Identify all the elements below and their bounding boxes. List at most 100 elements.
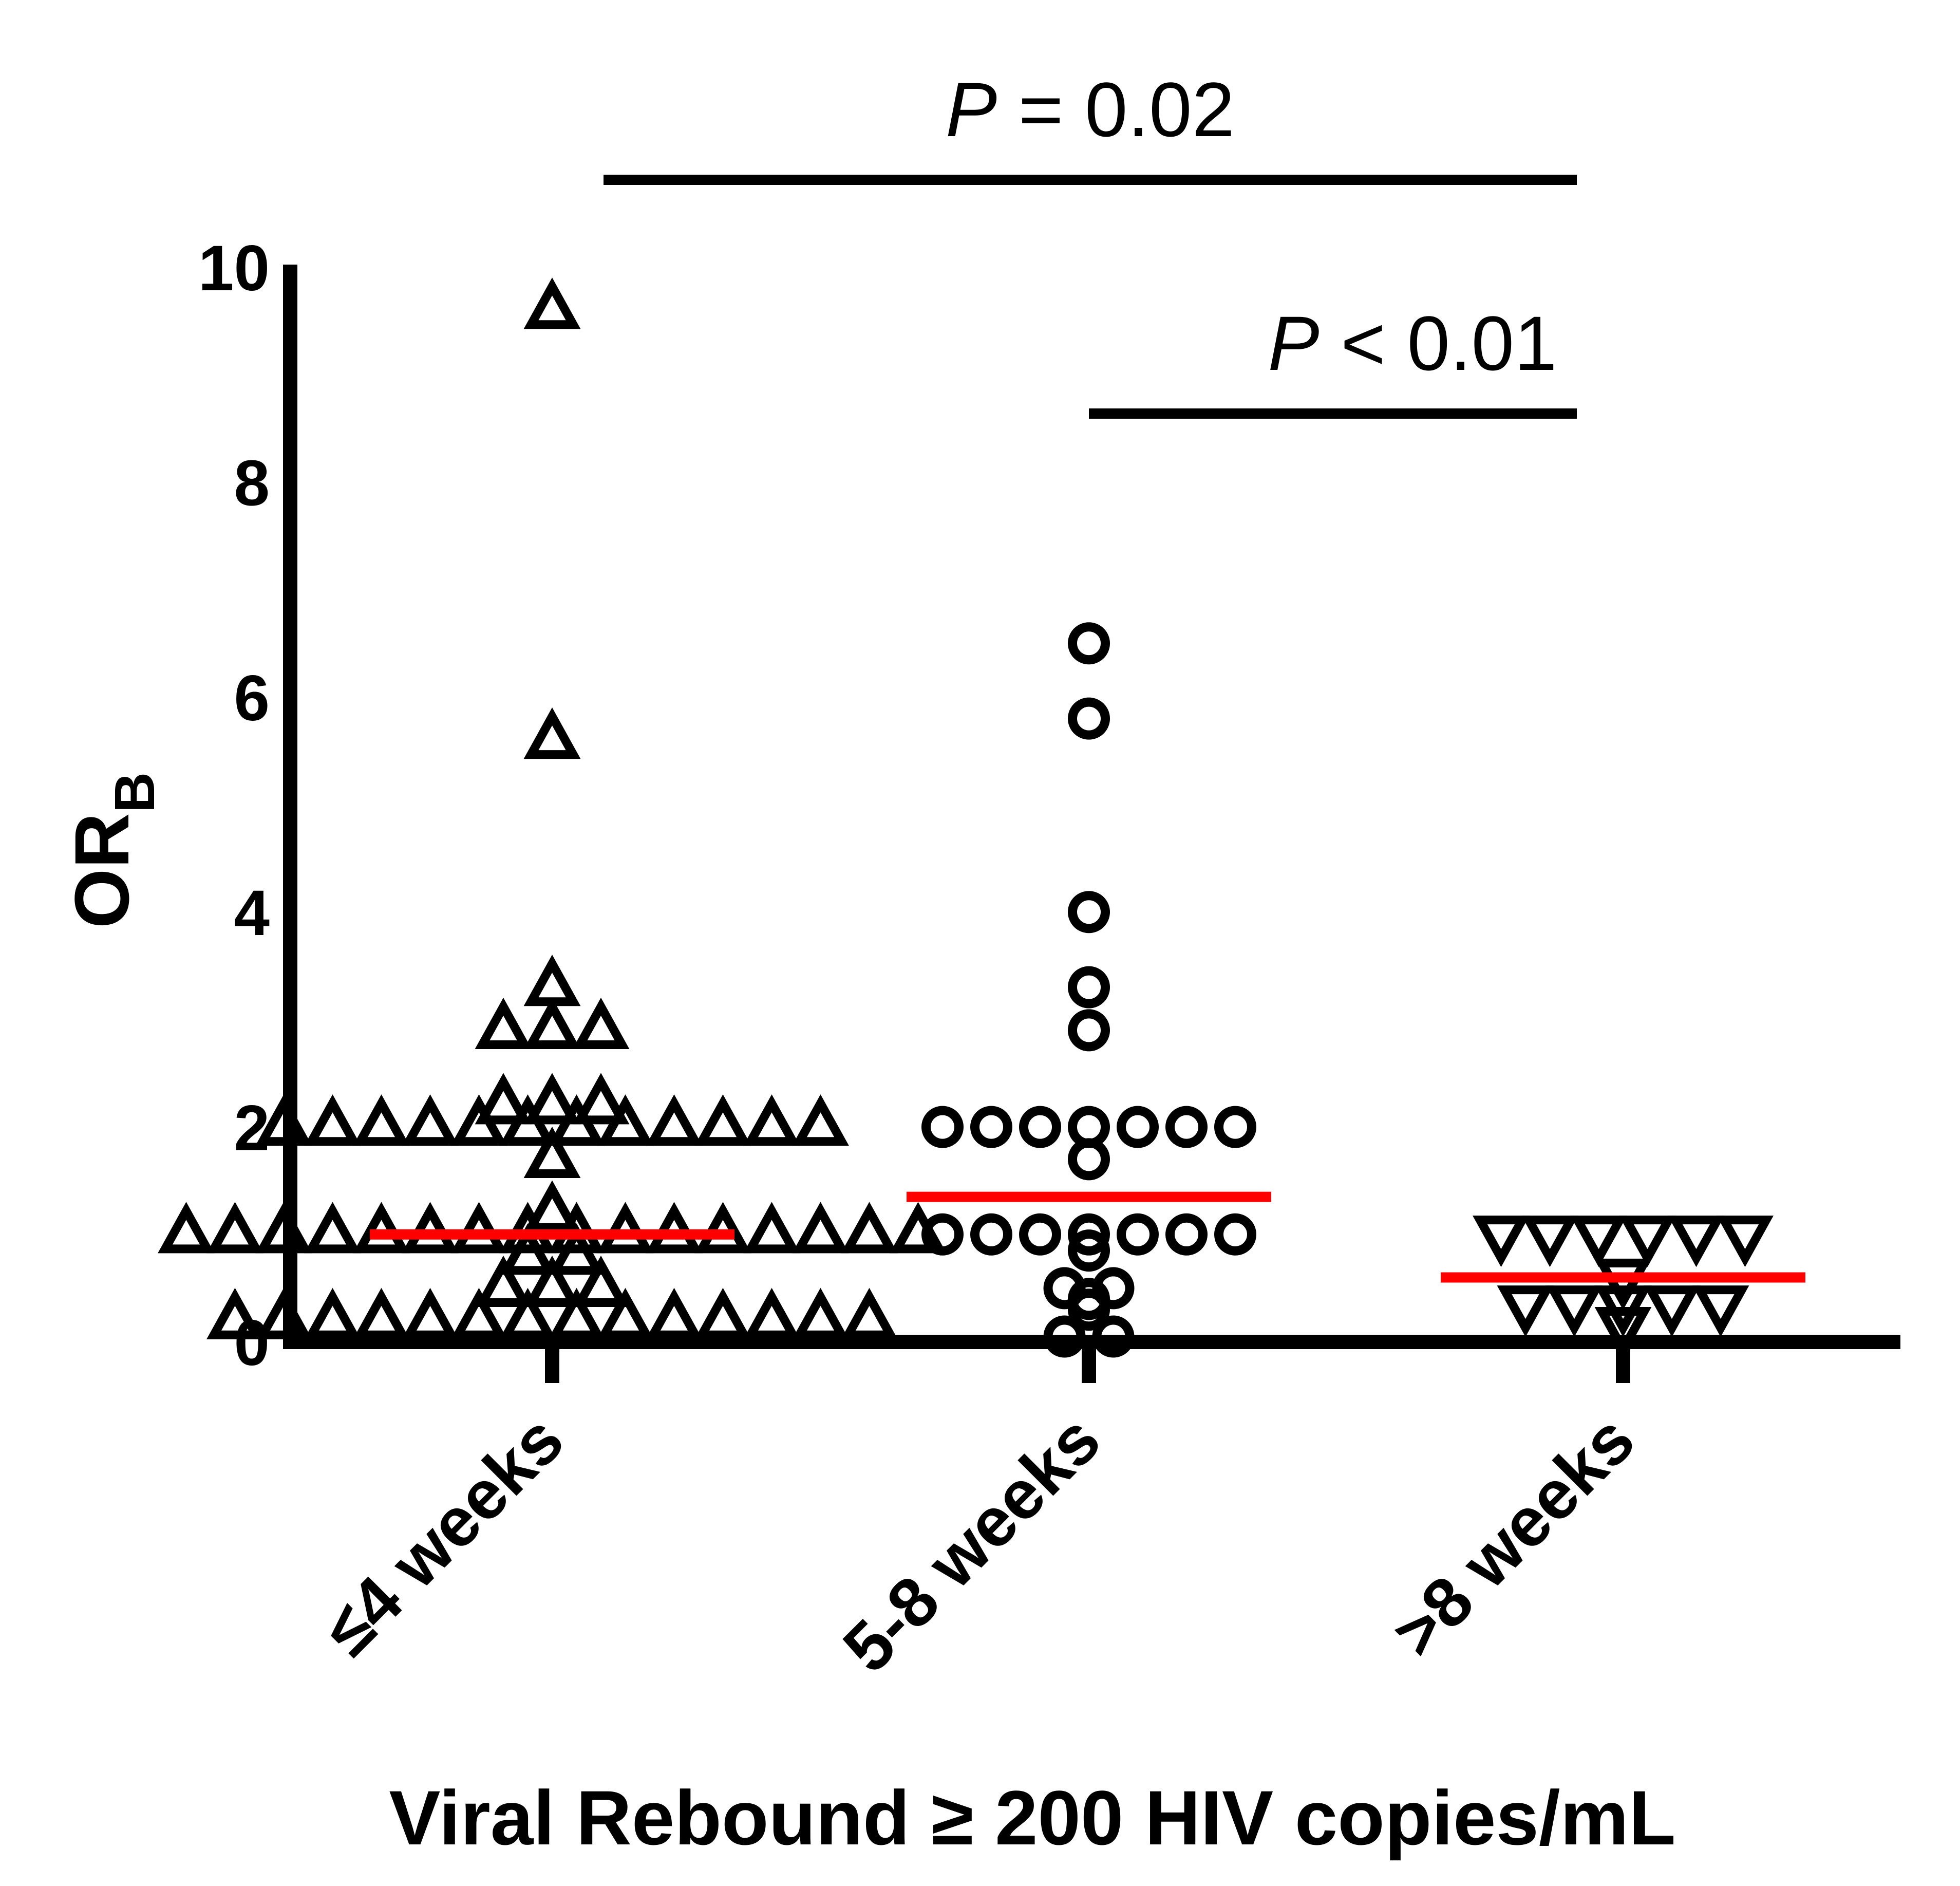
data-point-triangle-up [841,1287,898,1339]
data-point-triangle-up [572,997,630,1049]
data-point-triangle-up [597,1094,654,1146]
data-point-triangle-up [548,1223,605,1275]
x-tick-label: 5-8 weeks [828,1401,1115,1687]
data-point-triangle-up [792,1094,849,1146]
data-point-circle [1019,1106,1061,1148]
data-point-triangle-up [743,1094,800,1146]
data-point-circle [1117,1213,1159,1256]
p-value-text: < 0.01 [1320,300,1557,386]
p-value-italic: P [1268,300,1320,386]
x-ticks: ≤4 weeks 5-8 weeks >8 weeks [308,1342,1649,1687]
data-point-triangle-up [572,1255,630,1308]
significance-annotations: P = 0.02P < 0.01 [604,66,1577,419]
data-point-triangle-up [523,1255,581,1308]
data-point-triangle-up [255,1094,312,1146]
data-point-triangle-up [523,707,581,759]
data-point-triangle-up [597,1287,654,1339]
data-point-triangle-up [475,1255,532,1308]
data-point-circle [1068,622,1110,665]
data-point-circle [1043,1315,1086,1358]
y-tick-label: 6 [234,663,270,734]
data-point-triangle-up [548,1287,605,1339]
data-point-triangle-up [841,1202,898,1254]
data-point-triangle-up [158,1202,215,1254]
data-point-triangle-up [523,997,581,1049]
data-point-circle [1068,1009,1110,1052]
x-axis-title: Viral Rebound ≥ 200 HIV copies/mL [389,1775,1675,1861]
data-point-triangle-down [1643,1285,1701,1337]
data-point-triangle-up [499,1223,556,1275]
data-point-circle [1068,1138,1110,1181]
data-point-triangle-up [523,955,581,1006]
data-point-triangle-down [1717,1216,1774,1267]
data-point-triangle-up [450,1094,507,1146]
data-point-triangle-down [1497,1285,1554,1337]
data-point-circle [921,1106,964,1148]
data-point-circle [1068,1213,1110,1256]
data-point-triangle-down [1692,1285,1749,1337]
data-point-triangle-up [792,1202,849,1254]
p-value-label: P = 0.02 [946,66,1235,153]
data-point-triangle-up [206,1202,263,1254]
data-point-triangle-up [304,1202,361,1254]
data-point-circle [970,1213,1012,1256]
data-point-triangle-up [304,1287,361,1339]
data-point-triangle-up [255,1202,312,1254]
data-point-circle [1068,891,1110,933]
data-point-triangle-up [206,1287,263,1339]
data-point-circle [1214,1106,1256,1148]
y-tick-label: 2 [234,1093,270,1164]
data-point-triangle-up [402,1287,459,1339]
p-value-text: = 0.02 [997,66,1235,153]
data-point-circle [970,1106,1012,1148]
axes [283,265,1900,1349]
data-point-triangle-up [402,1094,459,1146]
y-axis-title-subscript: B [103,772,166,813]
data-point-triangle-up [450,1287,507,1339]
data-point-triangle-down [1619,1216,1676,1267]
data-point-triangle-up [475,1073,532,1125]
data-point-triangle-down [1594,1307,1652,1359]
data-point-triangle-up [646,1094,703,1146]
data-point-triangle-up [523,1180,581,1232]
data-point-circle [1214,1213,1256,1256]
data-point-triangle-down [1546,1285,1603,1337]
data-point-triangle-up [548,1094,605,1146]
median-lines [370,1191,1805,1283]
data-point-triangle-up [646,1287,703,1339]
data-point-triangle-down [1570,1216,1627,1267]
data-point-triangle-up [523,1073,581,1125]
data-point-circle [1068,1289,1110,1331]
data-point-triangle-up [499,1094,556,1146]
data-point-triangle-up [353,1094,410,1146]
data-point-triangle-up [792,1287,849,1339]
data-point-triangle-up [743,1287,800,1339]
data-point-triangle-up [255,1287,312,1339]
data-point-triangle-up [523,1126,581,1178]
data-point-triangle-up [694,1287,751,1339]
data-point-circle [1165,1213,1208,1256]
data-point-triangle-up [353,1287,410,1339]
data-point-triangle-up [304,1094,361,1146]
data-point-circle [1092,1315,1135,1358]
y-axis-title: ORB [59,772,166,928]
data-point-triangle-up [694,1094,751,1146]
data-point-triangle-down [1473,1216,1530,1267]
data-point-triangle-up [499,1287,556,1339]
p-value-label: P < 0.01 [1268,300,1557,386]
data-point-circle [1068,697,1110,740]
data-point-triangle-up [743,1202,800,1254]
data-point-triangle-up [572,1073,630,1125]
x-tick-label: ≤4 weeks [308,1401,578,1670]
data-point-triangle-up [475,997,532,1049]
data-point-circle [921,1213,964,1256]
data-point-triangle-up [523,277,581,329]
p-value-italic: P [946,66,997,153]
y-tick-label: 8 [234,447,270,519]
data-point-triangle-down [1668,1216,1725,1267]
data-point-circle [1068,966,1110,1009]
x-tick-label: >8 weeks [1378,1401,1649,1672]
